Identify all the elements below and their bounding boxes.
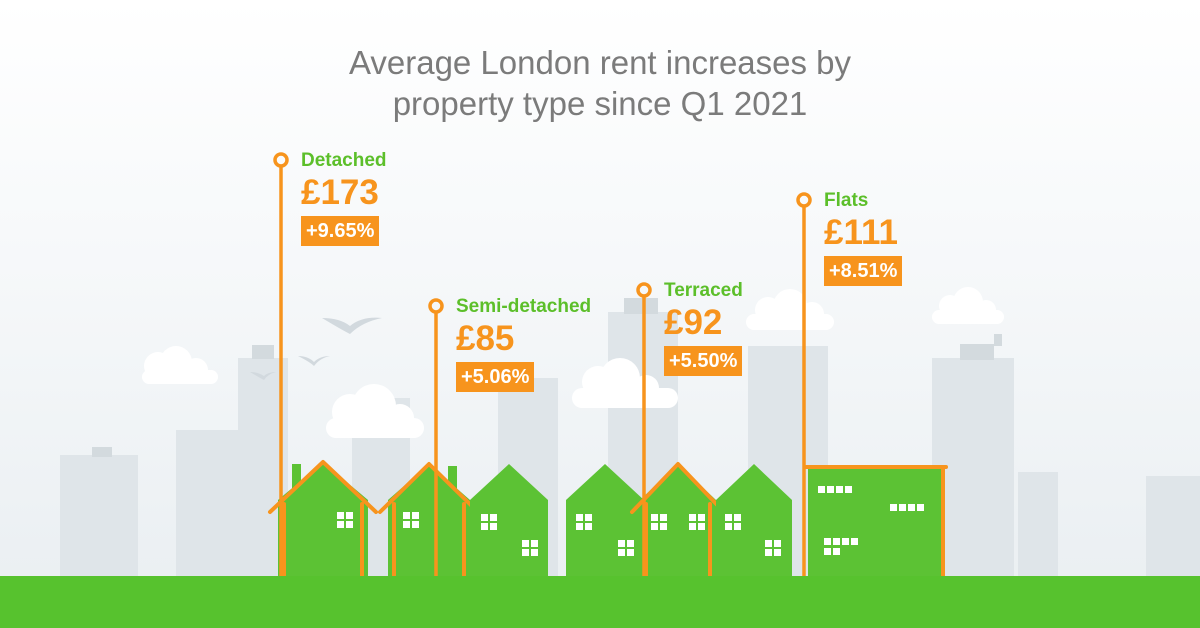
window-icon — [576, 514, 592, 530]
window-icon — [725, 514, 741, 530]
value-pole — [636, 282, 652, 578]
marker-ring-icon — [796, 192, 812, 208]
callout-detached: Detached £173 +9.65% — [301, 150, 387, 246]
percent-badge: +8.51% — [824, 256, 903, 286]
chart-title-line-2: property type since Q1 2021 — [392, 85, 808, 122]
house — [566, 464, 644, 578]
marker-ring-icon — [273, 152, 289, 168]
houses-row — [268, 460, 948, 582]
window-icon — [651, 514, 667, 530]
value-pole — [273, 152, 289, 578]
window-icon — [824, 538, 858, 545]
chart-title: Average London rent increases by propert… — [0, 42, 1200, 124]
house — [378, 462, 480, 582]
birds — [250, 317, 382, 380]
callout-terraced: Terraced £92 +5.50% — [664, 280, 743, 376]
window-icon — [618, 540, 634, 556]
value-poles — [273, 152, 812, 578]
window-icon — [818, 486, 852, 493]
ground — [0, 576, 1200, 628]
value-pole — [428, 298, 444, 578]
callout-semi-detached: Semi-detached £85 +5.06% — [456, 296, 591, 392]
house — [630, 462, 726, 582]
percent-badge: +9.65% — [301, 216, 380, 246]
callout-flats: Flats £111 +8.51% — [824, 190, 903, 286]
window-icon — [337, 512, 353, 528]
amount-label: £92 — [664, 303, 723, 342]
flats-building — [804, 465, 948, 580]
window-icon — [403, 512, 419, 528]
window-icon — [890, 504, 924, 511]
percent-badge: +5.06% — [456, 362, 535, 392]
house — [268, 460, 378, 582]
window-icon — [522, 540, 538, 556]
amount-label: £173 — [301, 173, 379, 212]
clouds — [142, 287, 1004, 438]
category-label: Detached — [301, 150, 387, 171]
value-pole — [796, 192, 812, 578]
marker-ring-icon — [636, 282, 652, 298]
window-icon — [824, 548, 840, 555]
percent-badge: +5.50% — [664, 346, 743, 376]
category-label: Flats — [824, 190, 869, 211]
category-label: Terraced — [664, 280, 743, 301]
house — [470, 464, 548, 578]
category-label: Semi-detached — [456, 296, 592, 317]
marker-ring-icon — [428, 298, 444, 314]
window-icon — [765, 540, 781, 556]
house — [716, 464, 792, 578]
window-icon — [689, 514, 705, 530]
amount-label: £111 — [824, 213, 898, 252]
window-icon — [481, 514, 497, 530]
amount-label: £85 — [456, 319, 515, 358]
chart-title-line-1: Average London rent increases by — [348, 44, 852, 81]
